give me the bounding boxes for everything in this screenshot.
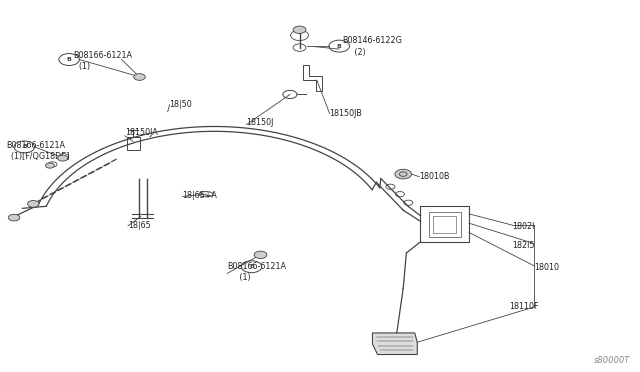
Text: B08146-6122G
     (2): B08146-6122G (2) xyxy=(342,36,403,57)
Text: 18|50: 18|50 xyxy=(170,100,193,109)
Polygon shape xyxy=(372,333,417,355)
Text: B: B xyxy=(249,264,254,269)
Text: 1802I: 1802I xyxy=(512,222,534,231)
Text: B08166-6121A
  (1): B08166-6121A (1) xyxy=(74,51,132,71)
Text: 18010B: 18010B xyxy=(419,172,450,181)
Text: 18110F: 18110F xyxy=(509,302,538,311)
Text: B: B xyxy=(67,57,72,62)
Bar xyxy=(420,206,469,242)
Bar xyxy=(429,212,461,237)
Text: s80000T: s80000T xyxy=(594,356,630,365)
Text: B08166-6121A
     (1): B08166-6121A (1) xyxy=(227,262,286,282)
Text: 18|65: 18|65 xyxy=(128,221,151,230)
Text: 18150JA: 18150JA xyxy=(125,128,157,137)
Circle shape xyxy=(8,214,20,221)
Circle shape xyxy=(28,201,39,207)
Text: B08166-6121A
  (1)[F/QG18DE]: B08166-6121A (1)[F/QG18DE] xyxy=(6,141,70,161)
Text: 18150JB: 18150JB xyxy=(330,109,362,118)
Circle shape xyxy=(134,74,145,80)
Text: B: B xyxy=(337,44,342,49)
Circle shape xyxy=(399,172,407,176)
Text: 18|65+A: 18|65+A xyxy=(182,191,217,200)
Circle shape xyxy=(293,26,306,33)
Circle shape xyxy=(395,169,412,179)
Bar xyxy=(127,137,140,150)
Text: 18150J: 18150J xyxy=(246,118,274,127)
Text: B: B xyxy=(22,144,27,150)
Text: 18010: 18010 xyxy=(534,263,559,272)
Circle shape xyxy=(45,163,54,168)
Bar xyxy=(433,216,456,232)
Text: 182I5: 182I5 xyxy=(512,241,534,250)
Circle shape xyxy=(254,251,267,259)
Circle shape xyxy=(58,155,68,161)
